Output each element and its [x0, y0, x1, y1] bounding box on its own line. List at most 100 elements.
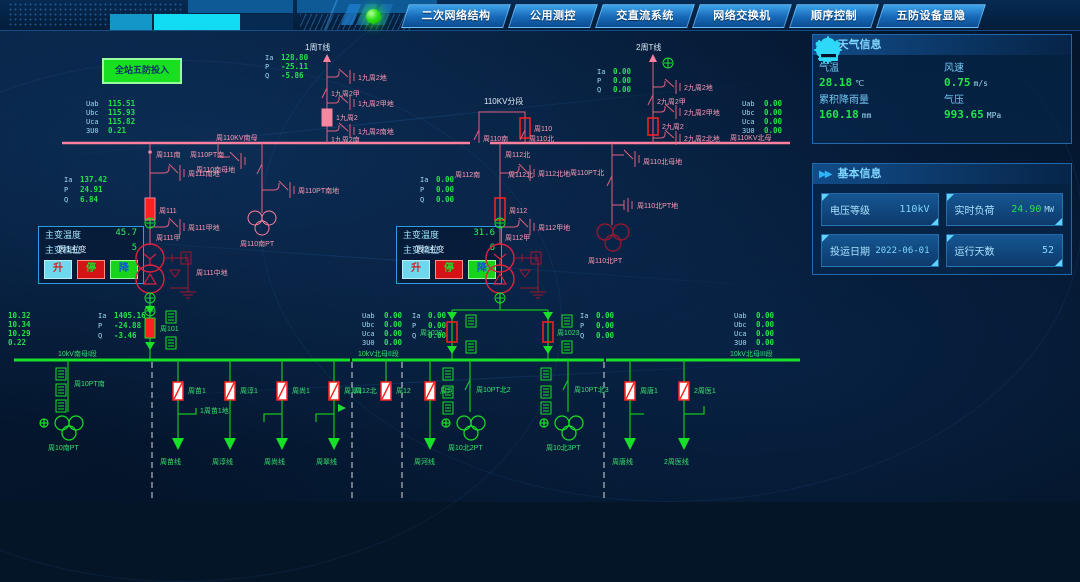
feeder-zhoushang: 周尚1 周尚线: [263, 360, 310, 466]
tab-label: 网络交换机: [713, 10, 771, 22]
feeder-ground-tap[interactable]: [684, 406, 705, 415]
line-1zhout-title: 1周T线: [305, 42, 330, 52]
grounding-switch-111-south[interactable]: 周111南地: [150, 163, 220, 181]
l1t-ia-val: 128.80: [281, 53, 309, 62]
grounding-switch-2jz2jia[interactable]: 2九周2甲地: [653, 103, 720, 119]
l2t-ia-val: 0.00: [613, 67, 632, 76]
tx1-tap-stop-button[interactable]: 停: [77, 260, 105, 279]
label-2zhouyi-sw: 2周医1: [694, 387, 716, 395]
bus-s-uca-val: 115.82: [108, 117, 135, 126]
label-tx2-cb-b: 周1023: [557, 329, 580, 337]
label-112-north-ground: 周112北地: [538, 169, 570, 178]
grounding-switch-1jz2[interactable]: 1九周2地: [327, 68, 387, 84]
decor-block: [188, 0, 293, 13]
feeder-zhoumiao: 周苗1 1周苗1地 周苗线: [160, 360, 229, 466]
breaker-110-section[interactable]: [519, 117, 531, 139]
label-zhoumiao-line: 周苗线: [160, 457, 181, 466]
bus10n2-3u0-key: 3U0: [362, 339, 375, 347]
grounding-switch-110pt-south[interactable]: 周110PT南地: [262, 180, 339, 198]
breaker-101[interactable]: [144, 317, 156, 339]
tx2lv-p-val: 0.00: [428, 321, 447, 330]
pt10-north3-disconnector[interactable]: [562, 379, 569, 391]
transformer-1-title: 周1主变: [58, 244, 86, 254]
breaker-2jz2[interactable]: [647, 117, 659, 136]
tx2-tap-stop-button[interactable]: 停: [435, 260, 463, 279]
breaker-111[interactable]: [144, 197, 156, 221]
feeder-ground-tap[interactable]: [178, 408, 197, 415]
grounding-switch-111-jia[interactable]: 周111甲地: [150, 217, 220, 235]
grounding-switch-112-north[interactable]: 周112北地: [500, 163, 570, 181]
pt10-north2-disconnector[interactable]: [464, 379, 471, 391]
bus10n2-3u0-val: 0.00: [384, 338, 403, 347]
station-five-prevention-button[interactable]: 全站五防投入: [102, 58, 182, 84]
tx2-temperature-value: 31.6: [473, 228, 495, 238]
weather-label: 累积降雨量: [819, 95, 869, 107]
pt10-north2-ct-icons: [442, 367, 454, 415]
feeder-branch: [315, 413, 334, 422]
label-112-jia: 周112甲: [505, 234, 530, 242]
bus-n-3u0-val: 0.00: [764, 126, 783, 135]
label-111-south: 周111南: [156, 150, 181, 159]
decor-hatch: [300, 14, 410, 30]
disconnector-110-south[interactable]: [473, 129, 480, 141]
bus-10kv-north-2-label: 10kV北母II段: [358, 349, 399, 358]
label-zhoushang-line: 周尚线: [264, 457, 285, 466]
tx2-tap-value: 6: [489, 243, 495, 253]
label-10pt-north3-sw: 周10PT北3: [574, 386, 609, 394]
bus-s-uab-val: 115.51: [108, 99, 136, 108]
bus10n2-uab-val: 0.00: [384, 311, 403, 320]
tx2lv-q-key: Q: [412, 332, 416, 340]
feeder-arrow-icon: [172, 438, 184, 450]
grounding-switch-2jz2[interactable]: 2九周2地: [653, 78, 713, 94]
bus-n-uca-val: 0.00: [764, 117, 783, 126]
disconnector-2jz2jia[interactable]: [647, 94, 654, 106]
breaker-1022[interactable]: [446, 321, 458, 343]
grounding-switch-2jz2-north[interactable]: 2九周2北地: [653, 129, 720, 145]
grounding-switch-112-jia[interactable]: 周112甲地: [500, 217, 570, 235]
feeder-branch: [263, 413, 282, 422]
grounding-switch-1jz2-south[interactable]: 1九周2南地: [327, 122, 394, 138]
breaker-slash: [173, 382, 183, 400]
tx1-tap-lower-button[interactable]: 降: [110, 260, 138, 279]
tab-label: 二次网络结构: [421, 10, 491, 22]
status-led-icon: [366, 9, 381, 24]
top-navigation-bar: 二次网络结构 公用测控 交直流系统 网络交换机 顺序控制 五防设备显隐: [0, 0, 1080, 31]
grounding-switch-1jz2jia[interactable]: 1九周2甲地: [327, 94, 394, 110]
tab-ac-dc-system[interactable]: 交直流系统: [595, 4, 695, 28]
tab-label: 公用测控: [530, 10, 576, 22]
bus-n-3u0-key: 3U0: [742, 127, 755, 135]
disconnector-110pt-south[interactable]: [256, 163, 263, 175]
disconnector-110pt-north[interactable]: [606, 175, 613, 187]
bus10n3-uab-key: Uab: [734, 312, 747, 320]
tab-label: 交直流系统: [616, 10, 674, 22]
barometer-icon: [815, 41, 841, 61]
tab-network-switch[interactable]: 网络交换机: [692, 4, 792, 28]
disconnector-1jz2jia[interactable]: [321, 87, 328, 99]
breaker-1jz2[interactable]: [321, 108, 333, 127]
tab-sequence-control[interactable]: 顺序控制: [789, 4, 879, 28]
tx2-tap-raise-button[interactable]: 升: [402, 260, 430, 279]
label-110pt-north-ground: 周110北PT地: [637, 201, 678, 210]
tx2lvb-q-key: Q: [580, 332, 584, 340]
bus-n-ubc-val: 0.00: [764, 108, 783, 117]
decor-dot-grid: [8, 2, 183, 26]
info-value: 2022-06-01: [875, 245, 930, 256]
info-cell-operating-days: 运行天数 52: [945, 234, 1063, 267]
info-value: 110kV: [899, 204, 930, 215]
grounding-switch-110-north-bus[interactable]: 周110北母地: [611, 143, 682, 167]
tab-secondary-network[interactable]: 二次网络结构: [401, 4, 511, 28]
label-10-north2-pt: 周10北2PT: [448, 444, 483, 452]
f112-ia-val: 0.00: [436, 175, 455, 184]
label-1jz2jia: 1九周2甲: [331, 89, 360, 98]
tx2-tap-lower-button[interactable]: 降: [468, 260, 496, 279]
disconnector-110-north[interactable]: [519, 129, 526, 141]
tx1-tap-raise-button[interactable]: 升: [44, 260, 72, 279]
grounding-switch-110pt-north[interactable]: 周110北PT地: [612, 198, 678, 212]
tab-five-prevention-toggle[interactable]: 五防设备显隐: [876, 4, 986, 28]
tab-public-measurement[interactable]: 公用测控: [508, 4, 598, 28]
l2t-ia-key: Ia: [597, 68, 605, 76]
grounding-switch-110-south-bus[interactable]: [217, 143, 246, 169]
breaker-slash: [425, 382, 435, 400]
breaker-1023[interactable]: [542, 321, 554, 343]
transformer-2-title: 周2主变: [416, 244, 444, 254]
